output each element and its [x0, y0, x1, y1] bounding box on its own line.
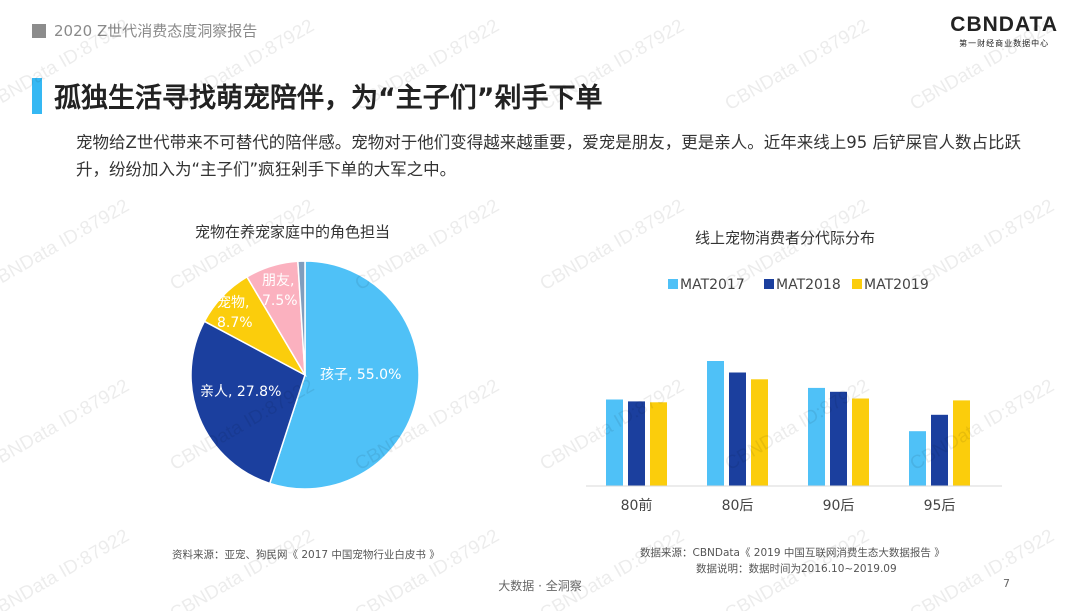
- page-number: 7: [1003, 577, 1010, 590]
- cbndata-logo: CBNDATA 第一财经商业数据中心: [950, 14, 1058, 49]
- report-tag: 2020 Z世代消费态度洞察报告: [32, 20, 257, 41]
- headline-text: 孤独生活寻找萌宠陪伴，为“主子们”剁手下单: [54, 83, 603, 114]
- bar-mat2018-3: [931, 414, 948, 486]
- bar-source-line2: 数据说明：数据时间为2016.10~2019.09: [696, 563, 897, 575]
- pie-slice-family: [190, 320, 306, 485]
- report-title: 2020 Z世代消费态度洞察报告: [54, 22, 258, 40]
- pie-label-friend-name: 朋友,: [262, 273, 294, 289]
- legend-swatch-mat2019: [852, 279, 862, 289]
- watermark-text: CBNData ID:87922: [0, 375, 133, 475]
- bar-chart: MAT2017 MAT2018 MAT2019 80前 80后 90后 95后: [586, 277, 1002, 514]
- watermark-text: CBNData ID:87922: [907, 525, 1058, 611]
- pie-label-friend-value: 7.5%: [262, 293, 298, 309]
- pie-label-family: 亲人, 27.8%: [200, 384, 281, 400]
- pie-label-pet-name: 宠物,: [217, 295, 249, 311]
- logo-brand: CBNDATA: [950, 13, 1058, 36]
- bar-mat2017-2: [808, 387, 825, 486]
- x-tick-label: 95后: [924, 498, 956, 514]
- logo-tagline: 第一财经商业数据中心: [959, 39, 1050, 48]
- pie-source: 资料来源：亚宠、狗民网《 2017 中国宠物行业白皮书 》: [172, 549, 440, 561]
- bar-mat2018-0: [628, 401, 645, 486]
- watermark-text: CBNData ID:87922: [0, 525, 133, 611]
- legend-label-mat2018: MAT2018: [776, 277, 841, 293]
- bar-mat2019-3: [953, 400, 970, 486]
- legend-label-mat2019: MAT2019: [864, 277, 929, 293]
- watermark-text: CBNData ID:87922: [722, 15, 873, 115]
- pie-chart-title: 宠物在养宠家庭中的角色担当: [195, 223, 391, 241]
- bar-mat2018-2: [830, 391, 847, 486]
- pie-label-pet-value: 8.7%: [217, 315, 253, 331]
- footer-text: 大数据 · 全洞察: [498, 579, 582, 593]
- description: 宠物给Z世代带来不可替代的陪伴感。宠物对于他们变得越来越重要，爱宠是朋友，更是亲…: [76, 133, 1022, 179]
- headline-accent-bar: [32, 77, 42, 114]
- legend-swatch-mat2018: [764, 279, 774, 289]
- bar-mat2017-3: [909, 431, 926, 486]
- pie-label-child: 孩子, 55.0%: [320, 367, 401, 383]
- bar-mat2019-0: [650, 402, 667, 486]
- bar-source-line1: 数据来源：CBNData《 2019 中国互联网消费生态大数据报告 》: [640, 547, 945, 559]
- watermark-text: CBNData ID:87922: [167, 525, 318, 611]
- watermark-text: CBNData ID:87922: [0, 195, 133, 295]
- legend-label-mat2017: MAT2017: [680, 277, 745, 293]
- x-tick-label: 90后: [823, 498, 855, 514]
- bar-chart-title: 线上宠物消费者分代际分布: [695, 229, 876, 247]
- legend-swatch-mat2017: [668, 279, 678, 289]
- bar-mat2018-1: [729, 372, 746, 486]
- bar-mat2017-1: [707, 361, 724, 486]
- report-tag-square-icon: [32, 23, 46, 38]
- pie-slice-other: [297, 260, 306, 376]
- headline: 孤独生活寻找萌宠陪伴，为“主子们”剁手下单: [32, 76, 603, 115]
- x-tick-label: 80后: [722, 498, 754, 514]
- watermark-text: CBNData ID:87922: [352, 525, 503, 611]
- bar-mat2019-1: [751, 379, 768, 486]
- watermark-text: CBNData ID:87922: [537, 525, 688, 611]
- bar-mat2017-0: [606, 399, 623, 486]
- bar-mat2019-2: [852, 398, 869, 486]
- pie-chart: 孩子, 55.0% 亲人, 27.8% 宠物, 8.7% 朋友, 7.5%: [190, 260, 420, 490]
- x-tick-label: 80前: [621, 497, 653, 514]
- pie-slice-child: [268, 260, 420, 490]
